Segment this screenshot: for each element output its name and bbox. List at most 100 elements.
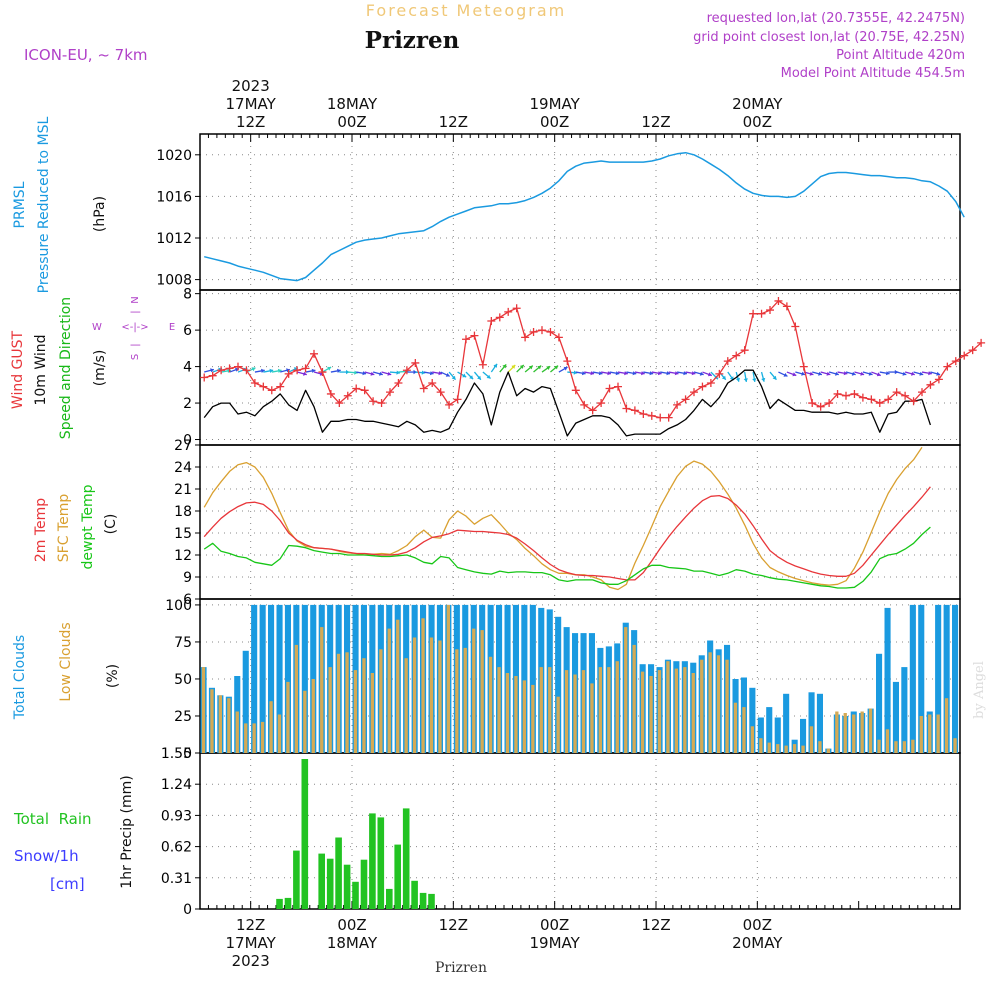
wind-arrow-head: [936, 371, 941, 376]
low-cloud-bar: [210, 689, 214, 753]
top-time-label: 2023: [232, 77, 270, 95]
low-cloud-bar: [505, 673, 510, 753]
temp-unit: (C): [103, 514, 119, 535]
gust-marker: [419, 384, 428, 393]
low-cloud-bar: [320, 627, 324, 753]
gust-marker: [918, 388, 926, 397]
low-cloud-bar: [581, 670, 586, 753]
top-time-label: 12Z: [641, 113, 670, 131]
rain-label: Total Rain: [13, 810, 92, 828]
low-cloud-bar: [404, 658, 408, 753]
low-cloud-bar: [446, 604, 450, 753]
y-tick-label: 8: [183, 287, 192, 303]
low-cloud-bar: [953, 738, 957, 753]
low-cloud-bar: [640, 671, 645, 753]
compass-v2: |: [130, 343, 141, 346]
rain-bar: [402, 808, 410, 909]
total-cloud-bar: [808, 692, 815, 753]
gust-marker: [875, 399, 884, 408]
gust-marker: [588, 406, 597, 415]
gust-marker: [791, 322, 800, 331]
gust-marker: [926, 380, 935, 389]
wind-arrow-head: [493, 363, 498, 368]
gust-marker: [470, 331, 479, 340]
gust-marker: [740, 346, 749, 355]
gust-marker: [842, 391, 850, 400]
temp2m-label: 2m Temp: [33, 498, 49, 562]
wind-direction-label: Speed and Direction: [58, 297, 74, 439]
low-cloud-bar: [835, 711, 839, 753]
gust-marker: [943, 362, 952, 371]
pressure-series-label: PRMSL: [12, 181, 28, 228]
low-cloud-bar: [877, 739, 881, 753]
wind-arrow-head: [911, 371, 915, 376]
gust-marker: [343, 391, 352, 400]
low-cloud-bar: [277, 714, 282, 753]
gust-marker: [909, 397, 918, 406]
low-cloud-bar: [556, 696, 560, 753]
low-cloud-bar: [438, 640, 442, 753]
low-cloud-bar: [809, 726, 814, 753]
low-cloud-bar: [868, 708, 873, 753]
wind-arrow-head: [683, 371, 687, 376]
low-cloud-bar: [691, 673, 695, 753]
gust-marker: [234, 362, 242, 371]
wind-arrow-head: [818, 371, 822, 376]
sfc-temp-label: SFC Temp: [56, 494, 72, 563]
low-cloud-bar: [708, 652, 712, 753]
gust-marker: [664, 413, 673, 422]
low-cloud-bar: [463, 647, 467, 753]
low-cloud-bar: [429, 637, 434, 753]
wind-arrow-head: [590, 371, 595, 376]
credit-watermark: by Angel: [972, 661, 987, 719]
compass-w: W: [92, 322, 102, 333]
wind-arrow-head: [772, 375, 777, 380]
y-tick-label: 0: [183, 433, 192, 449]
top-time-label: 00Z: [743, 113, 772, 131]
gust-marker: [639, 410, 648, 418]
wind-arrow-head: [607, 371, 611, 376]
gust-marker: [521, 333, 530, 342]
gust-marker: [673, 400, 682, 409]
y-tick-label: 0: [183, 746, 192, 762]
low-cloud-bar: [852, 714, 856, 753]
low-cloud-bar: [286, 681, 290, 753]
rain-bar: [293, 850, 300, 909]
dewpt-line: [203, 526, 931, 589]
wind-arrow-head: [792, 372, 797, 377]
wind-arrow-head: [632, 371, 637, 376]
bottom-time-label: 12Z: [439, 916, 468, 934]
total-cloud-bar: [310, 604, 317, 753]
rain-bar: [318, 853, 325, 909]
low-cloud-bar: [345, 652, 349, 753]
low-cloud-bar: [353, 670, 358, 753]
y-tick-label: 21: [174, 482, 192, 498]
rain-bar: [360, 859, 368, 909]
gust-marker: [352, 384, 361, 393]
bottom-time-label: 20MAY: [732, 934, 783, 952]
footer-station: Prizren: [435, 960, 487, 976]
pressure-line: [204, 151, 965, 282]
wind-arrow-head: [868, 371, 873, 376]
low-cloud-bar: [911, 739, 915, 753]
low-cloud-bar: [716, 655, 721, 753]
low-cloud-bar: [522, 680, 526, 753]
wind-arrow-head: [860, 371, 865, 376]
panel-frames: [195, 133, 961, 910]
rain-bar: [343, 864, 351, 909]
total-cloud-bar: [284, 604, 291, 753]
gust-marker: [259, 382, 268, 391]
low-cloud-bar: [902, 741, 906, 753]
bottom-time-label: 17MAY: [226, 934, 277, 952]
gust-marker: [411, 358, 420, 367]
compass-s: S: [130, 354, 141, 360]
rain-bar: [411, 880, 418, 909]
low-cloud-bar: [598, 667, 602, 753]
low-cloud-bar: [928, 714, 932, 753]
total-clouds-label: Total Clouds: [12, 635, 28, 720]
top-time-label: 00Z: [540, 113, 569, 131]
panel-frame: [199, 133, 961, 291]
gust-marker: [858, 393, 867, 402]
total-cloud-bar: [529, 604, 536, 753]
